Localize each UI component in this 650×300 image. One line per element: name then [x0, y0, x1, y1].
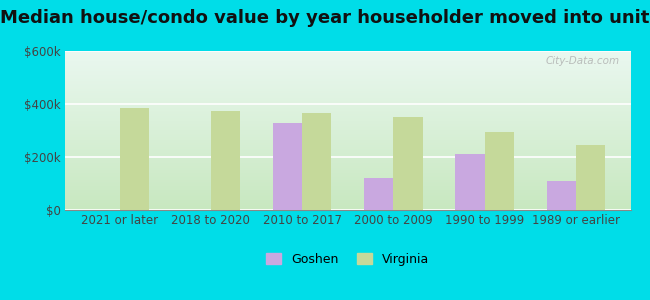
Bar [273, 122, 302, 210]
Text: Median house/condo value by year householder moved into unit: Median house/condo value by year househo… [0, 9, 650, 27]
Legend: Goshen, Virginia: Goshen, Virginia [261, 248, 434, 271]
Bar [576, 145, 605, 210]
Bar [120, 108, 149, 210]
Bar [393, 117, 422, 210]
Bar [484, 132, 514, 210]
Bar [211, 111, 240, 210]
Bar [456, 154, 484, 210]
Bar [302, 113, 332, 210]
Bar [547, 181, 576, 210]
Bar [364, 178, 393, 210]
Text: City-Data.com: City-Data.com [545, 56, 619, 66]
